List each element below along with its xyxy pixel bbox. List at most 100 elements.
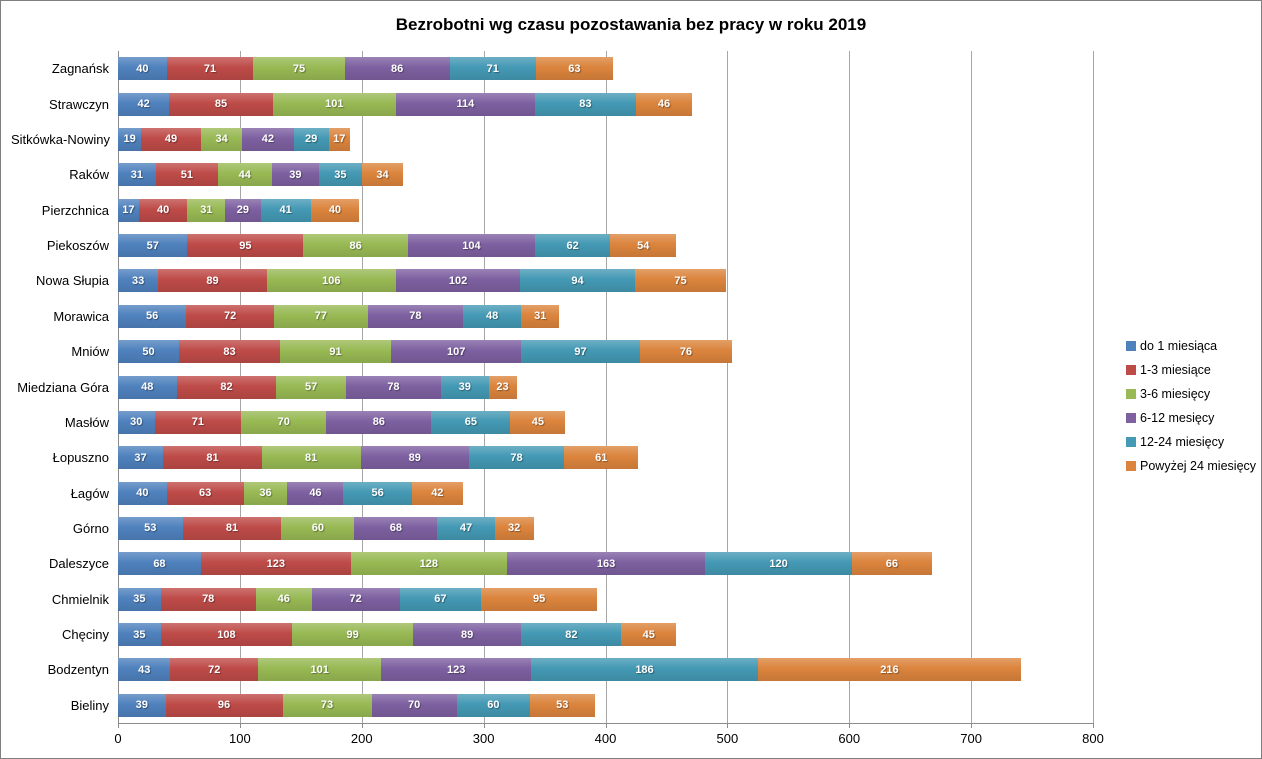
bar-row: 40 63 36 46 56 42 [118, 481, 463, 505]
bar-segment-value: 46 [277, 593, 290, 606]
bar-segment-value: 216 [880, 663, 899, 676]
bar-segment-value: 86 [390, 62, 404, 75]
bar-segment: 17 [118, 198, 139, 222]
legend-label: 1-3 miesiące [1140, 363, 1211, 377]
bar-segment: 40 [310, 198, 360, 222]
bar-segment: 65 [431, 410, 511, 434]
bar-segment: 86 [344, 57, 450, 81]
bar-segment: 78 [469, 446, 565, 470]
plot-area: 40 71 75 86 71 63 42 85 101 114 83 46 19 49 34 42 29 17 31… [118, 51, 1094, 723]
bar-row: 37 81 81 89 78 61 [118, 446, 639, 470]
bar-segment-value: 56 [371, 487, 384, 500]
bar-row: 56 72 77 78 48 31 [118, 304, 560, 328]
bar-segment-value: 53 [556, 699, 569, 712]
bar-segment: 29 [293, 127, 329, 151]
category-label: Nowa Słupia [36, 273, 109, 289]
bar-segment-value: 82 [565, 628, 578, 641]
legend-label: 3-6 miesięcy [1140, 387, 1211, 401]
bar-segment-value: 61 [595, 451, 608, 464]
bar-segment-value: 34 [376, 168, 389, 181]
bar-segment: 81 [182, 516, 282, 540]
bar-segment: 49 [141, 127, 201, 151]
bar-segment-value: 120 [769, 557, 788, 570]
x-axis-tick-mark [727, 723, 729, 728]
bar-segment: 67 [399, 587, 482, 611]
bar-segment: 81 [261, 446, 361, 470]
bar-segment: 86 [303, 234, 409, 258]
bar-segment: 47 [437, 516, 495, 540]
legend-item: do 1 miesiąca [1126, 334, 1256, 358]
bar-segment: 36 [243, 481, 288, 505]
bar-segment-value: 78 [409, 310, 422, 323]
legend-label: do 1 miesiąca [1140, 339, 1218, 353]
category-label: Łopuszno [52, 450, 109, 466]
bar-segment-value: 17 [333, 133, 346, 146]
bar-segment: 44 [217, 163, 272, 187]
bar-segment: 46 [287, 481, 344, 505]
bar-segment-value: 106 [322, 274, 341, 287]
bar-segment: 66 [851, 552, 933, 576]
bar-segment-value: 48 [141, 381, 154, 393]
bar-segment-value: 81 [225, 522, 239, 535]
bar-segment-value: 123 [266, 557, 285, 570]
bar-segment: 42 [242, 127, 294, 151]
bar-segment-value: 81 [305, 451, 318, 464]
bar-segment: 39 [118, 693, 166, 717]
category-label: Sitkówka-Nowiny [11, 131, 110, 147]
bar-segment-value: 39 [135, 699, 148, 712]
bar-segment-value: 35 [133, 593, 146, 606]
bar-segment-value: 101 [325, 98, 344, 111]
bar-segment-value: 57 [305, 381, 318, 393]
bar-segment: 163 [506, 552, 706, 576]
category-label: Masłów [64, 414, 109, 430]
bar-segment: 50 [118, 340, 179, 364]
bar-segment: 43 [118, 658, 171, 682]
bar-segment: 42 [118, 92, 170, 116]
bar-segment-value: 67 [434, 593, 447, 606]
bar-segment-value: 78 [510, 451, 523, 464]
bar-segment: 42 [411, 481, 463, 505]
bar-row: 19 49 34 42 29 17 [118, 127, 350, 151]
bar-segment-value: 63 [568, 62, 581, 75]
bar-segment: 97 [521, 340, 640, 364]
bar-segment-value: 70 [408, 699, 421, 712]
bar-segment: 56 [343, 481, 412, 505]
bar-segment: 33 [118, 269, 159, 293]
bar-segment-value: 71 [203, 62, 217, 75]
bar-segment: 82 [176, 375, 277, 399]
bar-segment: 35 [118, 623, 161, 647]
bar-row: 57 95 86 104 62 54 [118, 234, 677, 258]
category-label: Bieliny [70, 697, 109, 713]
legend-item: 1-3 miesiące [1126, 358, 1256, 382]
bar-segment: 71 [449, 57, 537, 81]
x-axis-tick-mark [849, 723, 851, 728]
x-axis-tick-mark [971, 723, 973, 728]
bar-segment: 61 [564, 446, 639, 470]
bar-segment: 46 [255, 587, 312, 611]
gridline [849, 51, 851, 723]
bar-segment-value: 35 [133, 628, 146, 641]
bar-segment-value: 101 [310, 663, 329, 676]
bar-segment: 102 [395, 269, 521, 293]
bar-segment: 73 [282, 693, 372, 717]
bar-segment-value: 40 [136, 62, 149, 75]
bar-segment: 114 [395, 92, 535, 116]
bar-segment: 41 [260, 198, 311, 222]
bar-segment-value: 73 [320, 699, 334, 712]
bar-segment: 37 [118, 446, 164, 470]
x-axis-tick-mark [239, 723, 241, 728]
legend-label: 12-24 miesięcy [1140, 435, 1225, 449]
bar-segment-value: 91 [329, 345, 342, 358]
bar-segment-value: 85 [214, 98, 228, 111]
bar-segment: 72 [186, 304, 274, 328]
bar-segment-value: 46 [309, 487, 322, 500]
bar-segment-value: 17 [122, 204, 135, 217]
bar-segment: 60 [281, 516, 355, 540]
bar-segment: 53 [529, 693, 595, 717]
bar-segment: 57 [118, 234, 188, 258]
bar-segment-value: 45 [642, 628, 655, 641]
category-label: Zagnańsk [51, 61, 109, 77]
bar-segment-value: 34 [215, 133, 228, 146]
bar-segment: 96 [165, 693, 283, 717]
bar-segment: 63 [536, 57, 613, 81]
